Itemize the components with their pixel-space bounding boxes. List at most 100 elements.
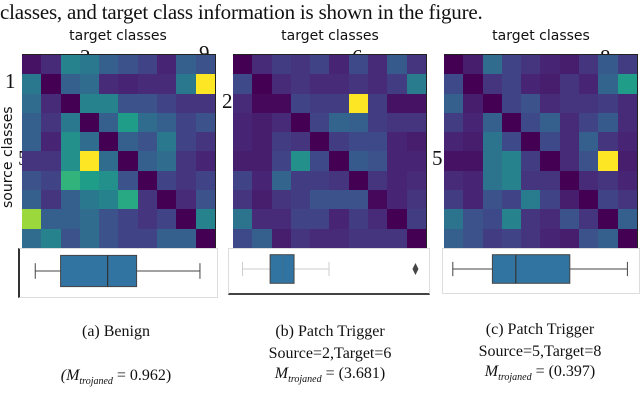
heatmap-cell-r9-c9 [406, 228, 426, 248]
heatmap-cell-r3-c5 [329, 112, 349, 133]
heatmap-cell-r2-c1 [252, 93, 272, 113]
heatmap-cell-r2-c2 [60, 93, 80, 113]
heatmap-cell-r4-c1 [41, 132, 61, 152]
heatmap-cell-r9-c7 [368, 228, 388, 248]
heatmap-cell-r2-c8 [387, 93, 407, 113]
heatmap-cell-r3-c2 [482, 112, 502, 133]
heatmap-cell-r8-c5 [329, 209, 349, 229]
heatmap-cell-r5-c9 [406, 151, 426, 171]
heatmap-cell-r5-c0 [22, 151, 42, 171]
heatmap-cell-r3-c4 [521, 112, 541, 133]
heatmap-cell-r0-c2 [482, 55, 502, 75]
heatmap-cell-r7-c1 [463, 190, 483, 210]
heatmap-cell-r3-c8 [176, 112, 196, 133]
target-mark-a2: 9 [199, 41, 210, 65]
heatmap-cell-r8-c0 [444, 209, 464, 229]
heatmap-cell-r5-c0 [233, 151, 253, 171]
heatmap-cell-r3-c9 [617, 112, 637, 133]
heatmap-cell-r4-c0 [233, 132, 253, 152]
heatmap-cell-r2-c0 [233, 93, 253, 113]
heatmap-cell-r8-c8 [176, 209, 196, 229]
heatmap-cell-r3-c1 [252, 112, 272, 133]
heatmap-cell-r7-c0 [233, 190, 253, 210]
heatmap-cell-r5-c6 [348, 151, 369, 171]
heatmap-cell-r5-c7 [368, 151, 388, 171]
heatmap-cell-r3-c3 [79, 112, 100, 133]
caption-b-sub: Source=2,Target=6 [268, 345, 392, 362]
heatmap-cell-r9-c7 [157, 228, 177, 248]
heatmap-cell-r6-c4 [310, 170, 330, 191]
heatmap-cell-r8-c5 [118, 209, 138, 229]
heatmap-cell-r0-c3 [290, 55, 311, 75]
heatmap-cell-r9-c5 [329, 228, 349, 248]
heatmap-cell-r3-c6 [348, 112, 369, 133]
caption-a-title: (a) Benign [82, 323, 150, 340]
heatmap-cell-r7-c0 [444, 190, 464, 210]
heatmap-cell-r4-c5 [329, 132, 349, 152]
heatmap-cell-r6-c4 [521, 170, 541, 191]
heatmap-cell-r1-c9 [406, 74, 426, 94]
heatmap-cell-r0-c9 [406, 55, 426, 75]
heatmap-cell-r0-c6 [348, 55, 369, 75]
heatmap-cell-r7-c0 [22, 190, 42, 210]
heatmap-cell-r3-c9 [406, 112, 426, 133]
heatmap-cell-r8-c6 [137, 209, 158, 229]
heatmap-cell-r6-c0 [22, 170, 42, 191]
heatmap-cell-r9-c8 [176, 228, 196, 248]
heatmap-cell-r5-c8 [176, 151, 196, 171]
axis-title-b: target classes [281, 28, 379, 44]
box-iqr [491, 254, 571, 284]
heatmap-cell-r3-c4 [99, 112, 119, 133]
heatmap-cell-r3-c2 [60, 112, 80, 133]
heatmap-cell-r9-c6 [137, 228, 158, 248]
heatmap-cell-r8-c1 [463, 209, 483, 229]
heatmap-cell-r6-c2 [60, 170, 80, 191]
body-text-line: classes, and target class information is… [0, 0, 483, 24]
heatmap-cell-r7-c6 [348, 190, 369, 210]
heatmap-cell-r2-c7 [368, 93, 388, 113]
heatmap-cell-r6-c6 [348, 170, 369, 191]
heatmap-cell-r0-c1 [41, 55, 61, 75]
heatmap-cell-r8-c3 [501, 209, 522, 229]
heatmap-cell-r7-c6 [559, 190, 580, 210]
heatmap-cell-r9-c1 [252, 228, 272, 248]
heatmap-cell-r1-c3 [290, 74, 311, 94]
heatmap-cell-r6-c2 [271, 170, 291, 191]
heatmap-cell-r5-c8 [387, 151, 407, 171]
heatmap-cell-r9-c5 [118, 228, 138, 248]
heatmap-cell-r0-c4 [310, 55, 330, 75]
heatmap-cell-r1-c3 [501, 74, 522, 94]
heatmap-cell-r7-c9 [195, 190, 215, 210]
heatmap-cell-r0-c2 [60, 55, 80, 75]
heatmap-cell-r7-c9 [406, 190, 426, 210]
heatmap-cell-r8-c8 [387, 209, 407, 229]
heatmap-cell-r6-c7 [579, 170, 599, 191]
heatmap-cell-r4-c3 [79, 132, 100, 152]
heatmap-cell-r6-c1 [463, 170, 483, 191]
heatmap-cell-r0-c0 [444, 55, 464, 75]
heatmap-cell-r2-c5 [118, 93, 138, 113]
heatmap-cell-r8-c3 [290, 209, 311, 229]
heatmap-cell-r5-c3 [501, 151, 522, 171]
heatmap-cell-r5-c6 [137, 151, 158, 171]
heatmap-cell-r5-c7 [157, 151, 177, 171]
heatmap-cell-r2-c9 [406, 93, 426, 113]
heatmap-cell-r6-c1 [41, 170, 61, 191]
heatmap-cell-r4-c3 [501, 132, 522, 152]
heatmap-cell-r3-c1 [41, 112, 61, 133]
heatmap-cell-r6-c8 [387, 170, 407, 191]
heatmap-cell-r4-c2 [482, 132, 502, 152]
heatmap-cell-r2-c6 [559, 93, 580, 113]
heatmap-cell-r1-c6 [348, 74, 369, 94]
outlier-point [412, 263, 419, 275]
heatmap-cell-r7-c2 [271, 190, 291, 210]
heatmap-patch-2-6 [233, 54, 427, 248]
heatmap-cell-r8-c2 [60, 209, 80, 229]
heatmap-cell-r8-c7 [579, 209, 599, 229]
heatmap-cell-r4-c4 [99, 132, 119, 152]
heatmap-cell-r2-c2 [271, 93, 291, 113]
heatmap-cell-r8-c2 [482, 209, 502, 229]
heatmap-cell-r6-c9 [617, 170, 637, 191]
heatmap-cell-r9-c1 [463, 228, 483, 248]
heatmap-cell-r4-c8 [176, 132, 196, 152]
